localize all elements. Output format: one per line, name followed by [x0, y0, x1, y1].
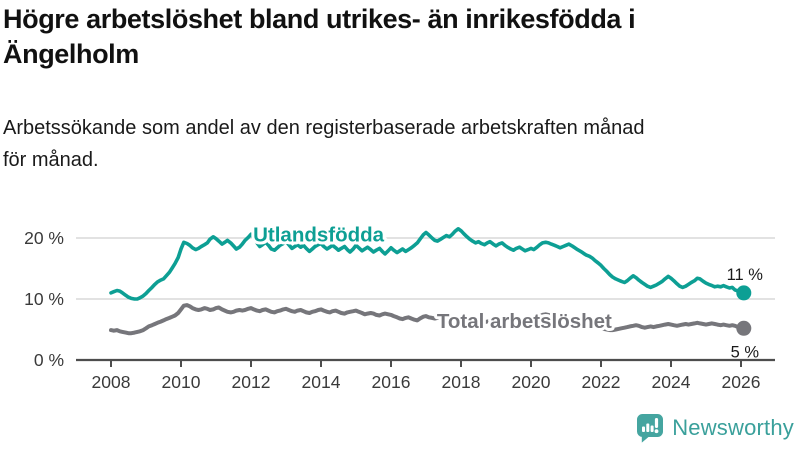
x-axis-tick-label: 2008: [92, 372, 131, 392]
series-end-value-label: 5 %: [731, 343, 760, 361]
y-axis-tick-label: 0 %: [34, 350, 64, 370]
chart-subtitle: Arbetssökande som andel av den registerb…: [3, 117, 645, 171]
logo-bar-icon: [642, 426, 646, 432]
x-axis-tick-label: 2016: [372, 372, 411, 392]
series-end-value-label: 11 %: [727, 266, 764, 284]
x-axis-tick-label: 2014: [302, 372, 341, 392]
series-label-total: Total arbetslöshet: [437, 310, 612, 333]
series-line-utlandsfodda: [109, 227, 746, 301]
series-label-utlandsfodda: Utlandsfödda: [253, 223, 385, 246]
x-axis-tick-label: 2026: [722, 372, 761, 392]
x-axis-tick-label: 2018: [442, 372, 481, 392]
newsworthy-wordmark: Newsworthy: [672, 415, 794, 440]
y-axis-tick-label: 20 %: [24, 228, 64, 248]
logo-exclamation-dot-icon: [654, 429, 659, 434]
logo-bar-icon: [646, 423, 650, 432]
series-end-dot: [736, 320, 752, 336]
x-axis-tick-label: 2020: [512, 372, 551, 392]
y-axis-tick-label: 10 %: [24, 289, 64, 309]
series-end-dot: [736, 285, 752, 301]
newsworthy-logo: Newsworthy: [636, 413, 794, 443]
page-title: Högre arbetslöshet bland utrikes- än inr…: [3, 4, 636, 70]
series-line-total: [109, 303, 746, 336]
x-axis-tick-label: 2012: [232, 372, 271, 392]
x-axis-tick-label: 2024: [652, 372, 691, 392]
logo-bar-icon: [650, 425, 654, 432]
x-axis-tick-label: 2010: [162, 372, 201, 392]
x-axis-tick-label: 2022: [582, 372, 621, 392]
logo-exclamation-icon: [655, 418, 659, 428]
newsworthy-logo-icon: [637, 414, 664, 443]
